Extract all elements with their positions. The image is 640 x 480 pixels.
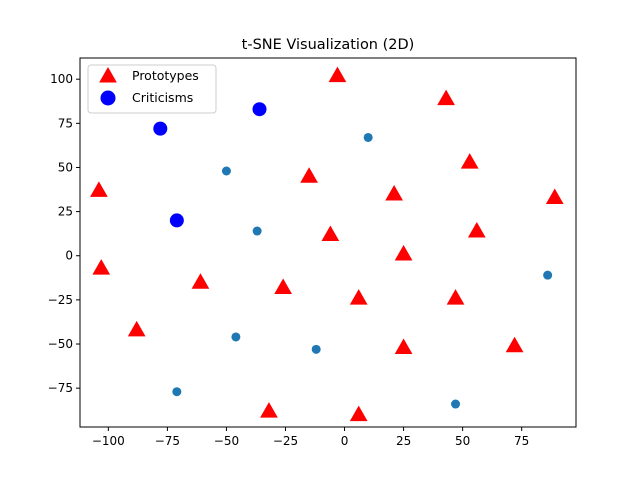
x-tick-label: −25: [273, 434, 298, 448]
x-tick-label: 0: [341, 434, 349, 448]
data-point: [451, 399, 461, 409]
legend-box: [87, 64, 217, 114]
prototype-point: [385, 184, 403, 201]
legend-circle-icon: [100, 90, 116, 106]
legend: Prototypes Criticisms: [87, 64, 217, 114]
y-tick-label: 100: [50, 72, 73, 86]
data-point: [363, 132, 373, 142]
prototype-point: [349, 405, 368, 422]
prototype-point: [321, 225, 340, 242]
prototype-point: [260, 402, 278, 418]
prototype-point: [446, 289, 465, 305]
chart-marks: [90, 66, 564, 422]
legend-triangle-icon: [99, 66, 117, 83]
data-point: [311, 344, 321, 354]
prototype-point: [349, 289, 368, 305]
data-point: [231, 332, 241, 342]
x-tick-label: 25: [396, 434, 411, 448]
x-tick-label: 50: [455, 434, 470, 448]
prototype-point: [274, 278, 292, 295]
y-tick-label: 50: [58, 160, 73, 174]
prototype-point: [127, 320, 146, 337]
y-tick-label: −25: [48, 293, 73, 307]
prototype-point: [300, 167, 318, 183]
criticism-point: [252, 102, 267, 117]
y-tick-label: −75: [48, 381, 73, 395]
y-tick-label: 0: [65, 249, 73, 263]
criticism-point: [153, 121, 168, 136]
criticism-point: [169, 213, 184, 228]
y-tick-label: −50: [48, 337, 73, 351]
prototype-point: [92, 259, 111, 275]
data-point: [221, 166, 231, 176]
y-axis: −75 −50 −25 0 25 50 75 100: [48, 72, 80, 395]
prototype-point: [467, 222, 486, 238]
x-tick-label: 75: [514, 434, 529, 448]
x-tick-label: −50: [214, 434, 239, 448]
chart-title: t-SNE Visualization (2D): [242, 37, 415, 53]
prototype-point: [505, 336, 524, 353]
prototype-point: [328, 66, 347, 83]
prototype-point: [437, 89, 455, 106]
data-point: [252, 226, 262, 236]
y-tick-label: 75: [58, 116, 73, 130]
legend-label-prototypes: Prototypes: [132, 68, 199, 83]
data-point: [172, 387, 182, 397]
legend-label-criticisms: Criticisms: [132, 90, 193, 105]
data-point: [543, 270, 553, 280]
prototype-point: [394, 244, 413, 261]
prototype-point: [394, 338, 413, 355]
prototype-point: [90, 181, 108, 197]
x-axis: −100 −75 −50 −25 0 25 50 75: [92, 427, 529, 448]
plot-frame: [79, 57, 577, 428]
x-tick-label: −75: [155, 434, 180, 448]
x-tick-label: −100: [92, 434, 125, 448]
prototype-point: [545, 188, 564, 204]
prototype-point: [460, 153, 479, 169]
y-tick-label: 25: [58, 205, 73, 219]
prototype-point: [191, 273, 210, 289]
